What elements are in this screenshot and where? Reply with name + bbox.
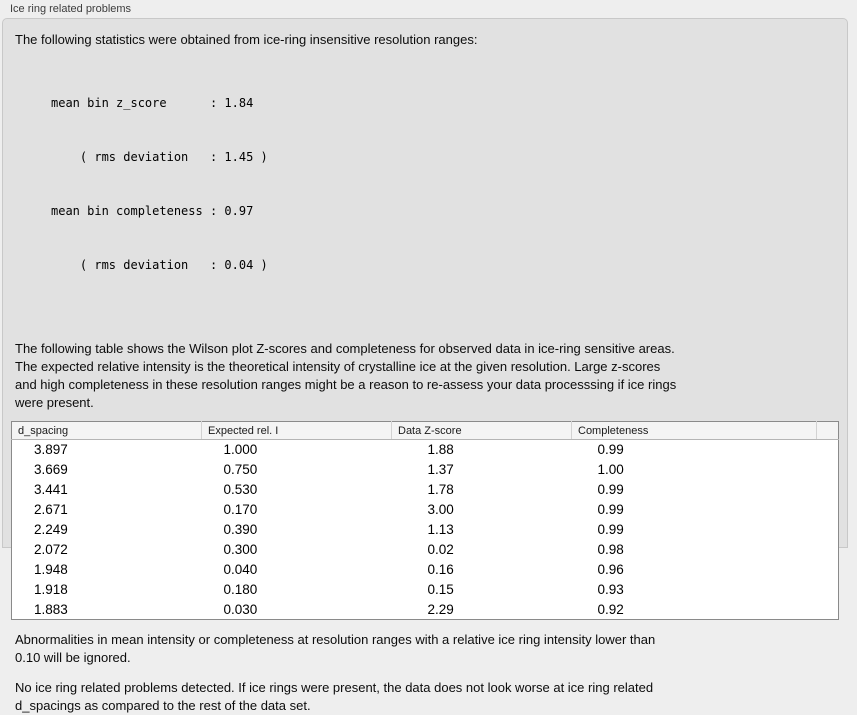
cell-completeness: 0.96 <box>597 562 624 577</box>
description-line: were present. <box>15 395 94 410</box>
ignore-note-line: Abnormalities in mean intensity or compl… <box>15 632 656 647</box>
cell-completeness: 0.99 <box>597 482 624 497</box>
cell-expected-rel-i: 0.030 <box>223 601 258 617</box>
cell-completeness: 0.93 <box>597 582 624 597</box>
table-row[interactable]: 3.897 1.000 1.88 0.99 <box>12 440 839 460</box>
stats-line-mean-completeness: mean bin completeness : 0.97 <box>51 204 254 218</box>
cell-data-z-score: 0.15 <box>427 582 454 597</box>
column-header-completeness[interactable]: Completeness <box>571 421 817 440</box>
cell-data-z-score: 2.29 <box>427 601 454 617</box>
conclusion-line: No ice ring related problems detected. I… <box>15 680 654 695</box>
cell-spacer <box>817 520 839 540</box>
ignore-note-line: 0.10 will be ignored. <box>15 650 131 665</box>
cell-d-spacing: 2.249 <box>34 522 68 537</box>
table-body: 3.897 1.000 1.88 0.99 3.669 0.750 1.37 1.00 3.44… <box>12 440 839 620</box>
column-header-data-z-score[interactable]: Data Z-score <box>391 421 572 440</box>
description-line: The expected relative intensity is the t… <box>15 359 661 374</box>
cell-completeness: 0.99 <box>597 502 624 517</box>
cell-d-spacing: 2.671 <box>34 502 68 517</box>
table-row[interactable]: 3.669 0.750 1.37 1.00 <box>12 460 839 480</box>
table-row[interactable]: 1.918 0.180 0.15 0.93 <box>12 580 839 600</box>
ice-ring-groupbox: The following statistics were obtained f… <box>2 18 848 713</box>
cell-data-z-score: 0.16 <box>427 562 454 577</box>
table-row[interactable]: 3.441 0.530 1.78 0.99 <box>12 480 839 500</box>
table-row[interactable]: 1.883 0.030 2.29 0.92 <box>12 600 839 620</box>
cell-expected-rel-i: 1.000 <box>223 442 258 458</box>
cell-expected-rel-i: 0.170 <box>223 502 258 517</box>
cell-expected-rel-i: 0.180 <box>223 582 258 597</box>
stats-line-mean-z-score: mean bin z_score : 1.84 <box>51 96 254 110</box>
column-header-d-spacing[interactable]: d_spacing <box>11 421 202 440</box>
cell-spacer <box>817 560 839 580</box>
stats-line-rms-z-score: ( rms deviation : 1.45 ) <box>51 150 268 164</box>
cell-completeness: 0.92 <box>597 601 624 617</box>
cell-expected-rel-i: 0.750 <box>223 462 258 477</box>
conclusion-text: No ice ring related problems detected. I… <box>15 679 847 715</box>
column-header-expected-rel-i[interactable]: Expected rel. I <box>201 421 392 440</box>
cell-d-spacing: 3.669 <box>34 462 68 477</box>
table-row[interactable]: 2.072 0.300 0.02 0.98 <box>12 540 839 560</box>
conclusion-line: d_spacings as compared to the rest of th… <box>15 698 311 713</box>
cell-data-z-score: 1.37 <box>427 462 454 477</box>
cell-d-spacing: 3.441 <box>34 482 68 497</box>
cell-d-spacing: 1.883 <box>34 601 68 617</box>
cell-spacer <box>817 580 839 600</box>
stats-line-rms-completeness: ( rms deviation : 0.04 ) <box>51 258 268 272</box>
column-header-spacer <box>816 421 839 440</box>
intro-text: The following statistics were obtained f… <box>15 31 847 49</box>
cell-spacer <box>817 540 839 560</box>
cell-spacer <box>817 440 839 460</box>
cell-spacer <box>817 460 839 480</box>
cell-expected-rel-i: 0.530 <box>223 482 258 497</box>
cell-d-spacing: 1.918 <box>34 582 68 597</box>
intro-line: The following statistics were obtained f… <box>15 32 478 47</box>
cell-data-z-score: 1.78 <box>427 482 454 497</box>
cell-expected-rel-i: 0.300 <box>223 542 258 557</box>
ice-ring-table: d_spacing Expected rel. I Data Z-score C… <box>11 421 839 620</box>
table-row[interactable]: 2.249 0.390 1.13 0.99 <box>12 520 839 540</box>
description-text: The following table shows the Wilson plo… <box>15 340 847 412</box>
cell-d-spacing: 1.948 <box>34 562 68 577</box>
ignore-note-text: Abnormalities in mean intensity or compl… <box>15 631 847 667</box>
table-row[interactable]: 1.948 0.040 0.16 0.96 <box>12 560 839 580</box>
cell-d-spacing: 3.897 <box>34 442 68 458</box>
stats-block: mean bin z_score : 1.84 ( rms deviation … <box>51 58 847 310</box>
cell-data-z-score: 3.00 <box>427 502 454 517</box>
cell-expected-rel-i: 0.390 <box>223 522 258 537</box>
cell-expected-rel-i: 0.040 <box>223 562 258 577</box>
cell-completeness: 1.00 <box>597 462 624 477</box>
table-row[interactable]: 2.671 0.170 3.00 0.99 <box>12 500 839 520</box>
cell-data-z-score: 0.02 <box>427 542 454 557</box>
description-line: and high completeness in these resolutio… <box>15 377 677 392</box>
cell-data-z-score: 1.88 <box>427 442 454 458</box>
cell-completeness: 0.99 <box>597 522 624 537</box>
panel-title: Ice ring related problems <box>10 3 132 15</box>
cell-completeness: 0.99 <box>597 442 624 458</box>
table-header-row: d_spacing Expected rel. I Data Z-score C… <box>11 421 839 440</box>
cell-spacer <box>817 480 839 500</box>
cell-completeness: 0.98 <box>597 542 624 557</box>
cell-d-spacing: 2.072 <box>34 542 68 557</box>
cell-data-z-score: 1.13 <box>427 522 454 537</box>
cell-spacer <box>817 600 839 620</box>
cell-spacer <box>817 500 839 520</box>
description-line: The following table shows the Wilson plo… <box>15 341 675 356</box>
